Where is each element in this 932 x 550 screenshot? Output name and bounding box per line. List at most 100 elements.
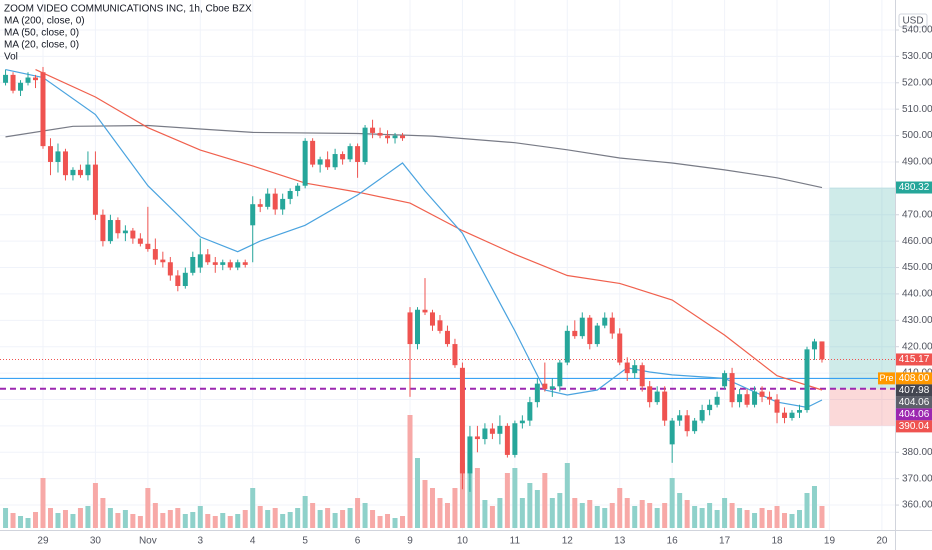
price-label: 408.00	[899, 373, 930, 384]
volume-bar	[385, 514, 391, 528]
volume-bar	[355, 498, 361, 528]
volume-bar	[400, 516, 406, 528]
candle-body	[400, 135, 406, 139]
candle-body	[594, 325, 600, 345]
candle-body	[70, 169, 76, 176]
volume-bar	[714, 510, 720, 528]
candle-body	[811, 341, 817, 350]
volume-bar	[662, 503, 668, 528]
volume-bar	[804, 493, 810, 528]
candle-body	[699, 410, 705, 421]
volume-bar	[519, 498, 525, 528]
candle-body	[617, 333, 623, 363]
candle-body	[280, 198, 286, 210]
candle-body	[602, 317, 608, 326]
price-label-box	[896, 420, 932, 433]
volume-bar	[512, 468, 518, 528]
volume-bar	[310, 503, 316, 528]
volume-bar	[242, 510, 248, 528]
candle-body	[489, 428, 495, 434]
volume-bar	[47, 508, 53, 528]
candle-body	[370, 127, 376, 133]
candle-body	[737, 394, 743, 403]
candle-body	[160, 259, 166, 263]
candle-body	[797, 410, 803, 413]
volume-bar	[347, 508, 353, 528]
y-tick-label: 530.00	[902, 51, 932, 62]
x-tick-label: 30	[90, 536, 102, 547]
candle-body	[10, 74, 16, 91]
x-tick-label: 10	[457, 536, 469, 547]
price-label-box	[896, 353, 932, 366]
candle-body	[3, 74, 9, 83]
volume-bar	[167, 510, 173, 528]
candle-body	[302, 140, 308, 186]
candle-body	[429, 312, 435, 326]
candle-body	[669, 420, 675, 445]
volume-bar	[362, 503, 368, 528]
legend-volume: Vol	[4, 52, 18, 63]
volume-bar	[624, 498, 630, 528]
y-tick-label: 470.00	[902, 209, 932, 220]
volume-bar	[212, 516, 218, 528]
candle-body	[62, 151, 68, 176]
candle-body	[310, 140, 316, 165]
candle-body	[122, 230, 128, 234]
candle-body	[265, 193, 271, 207]
candle-body	[639, 365, 645, 387]
candle-body	[707, 404, 713, 411]
volume-bar	[819, 506, 825, 528]
volume-bar	[70, 514, 76, 528]
candle-body	[33, 77, 39, 81]
candle-body	[564, 330, 570, 363]
volume-bar	[18, 516, 24, 528]
candle-body	[662, 391, 668, 421]
volume-bar	[115, 513, 121, 528]
candle-body	[25, 77, 31, 83]
volume-bar	[639, 500, 645, 528]
volume-bar	[92, 483, 98, 528]
candle-body	[437, 320, 443, 331]
candle-body	[722, 373, 728, 387]
price-label: 390.04	[899, 421, 930, 432]
x-tick-label: 19	[824, 536, 836, 547]
volume-bar	[287, 512, 293, 528]
price-label: 415.17	[899, 354, 930, 365]
x-tick-label: 9	[407, 536, 413, 547]
candle-body	[407, 312, 413, 345]
candle-body	[519, 420, 525, 424]
x-tick-label: 29	[37, 536, 49, 547]
volume-bar	[497, 498, 503, 528]
moving-average	[35, 69, 823, 391]
candle-body	[534, 383, 540, 403]
candle-body	[422, 309, 428, 313]
price-label-box	[896, 384, 932, 397]
volume-bar	[160, 513, 166, 528]
candle-body	[759, 391, 765, 397]
volume-bar	[100, 498, 106, 528]
position-target	[829, 187, 895, 389]
candle-body	[85, 164, 91, 176]
volume-bar	[415, 458, 421, 528]
y-tick-label: 440.00	[902, 289, 932, 300]
currency-box[interactable]	[898, 13, 928, 28]
volume-bar	[152, 503, 158, 528]
candle-body	[632, 365, 638, 374]
candle-body	[182, 272, 188, 287]
candle-body	[624, 362, 630, 374]
volume-bar	[377, 516, 383, 528]
y-tick-label: 490.00	[902, 157, 932, 168]
price-label: 404.06	[899, 409, 930, 420]
volume-bar	[729, 503, 735, 528]
price-label-box	[896, 408, 932, 421]
candle-body	[452, 344, 458, 366]
volume-bar	[647, 503, 653, 528]
price-tag: Pre	[879, 373, 893, 383]
y-tick-label: 380.00	[902, 447, 932, 458]
candle-body	[474, 436, 480, 440]
candle-body	[587, 317, 593, 345]
candle-body	[819, 341, 825, 360]
x-tick-label: 17	[719, 536, 731, 547]
candle-body	[100, 214, 106, 242]
